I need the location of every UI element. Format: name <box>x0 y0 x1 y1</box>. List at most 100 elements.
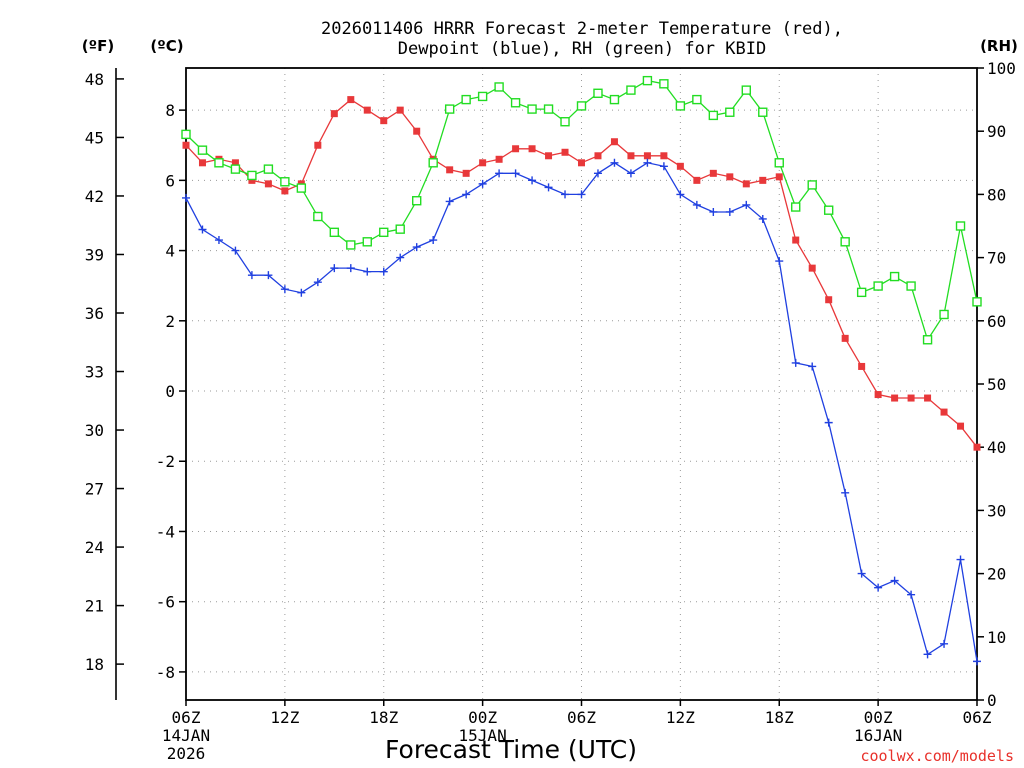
dewpoint-point <box>709 207 718 216</box>
x-axis-label: Forecast Time (UTC) <box>385 735 637 764</box>
dewpoint-point <box>247 271 256 280</box>
temperature-point <box>314 141 322 149</box>
temperature-point <box>709 169 717 177</box>
temperature-point <box>742 180 750 188</box>
rh-point <box>214 158 224 168</box>
x-tick-label: 18Z <box>765 708 794 727</box>
celsius-tick-label: 2 <box>165 312 175 331</box>
temperature-point <box>660 152 668 160</box>
rh-point <box>181 129 191 140</box>
title: 2026011406 HRRR Forecast 2-meter Tempera… <box>321 19 843 59</box>
temperature-point <box>182 141 190 149</box>
x-tick-label: 18Z <box>369 708 398 727</box>
dewpoint-point <box>363 267 372 276</box>
celsius-unit-label: (ºC) <box>150 37 183 55</box>
rh-point <box>972 297 982 307</box>
axes <box>115 67 984 706</box>
rh-point <box>856 287 867 298</box>
rh-point <box>955 221 966 231</box>
rh-point <box>840 237 850 247</box>
dewpoint-point <box>429 236 438 245</box>
celsius-tick-label: -8 <box>156 663 175 682</box>
dewpoint-point <box>231 246 240 255</box>
dewpoint-point <box>775 257 784 266</box>
dewpoint-point <box>758 214 767 223</box>
rh-point <box>461 94 471 105</box>
rh-line <box>185 79 978 342</box>
temperature-point <box>940 408 948 416</box>
dewpoint-point <box>857 569 866 578</box>
dewpoint-point <box>182 193 190 202</box>
rh-tick-label: 20 <box>987 565 1006 584</box>
celsius-tick-label: 0 <box>165 382 175 401</box>
temperature-point <box>841 334 849 342</box>
dewpoint-point <box>725 207 734 216</box>
rh-point <box>922 335 933 345</box>
temperature-point <box>462 169 470 177</box>
rh-point <box>313 211 323 222</box>
dewpoint-point <box>692 200 701 209</box>
rh-point <box>444 104 455 114</box>
rh-point <box>494 82 504 92</box>
x-tick-sublabel: 2026 <box>167 744 206 763</box>
x-tick-sublabel: 16JAN <box>854 726 902 745</box>
rh-tick-label: 60 <box>987 312 1006 331</box>
rh-point <box>477 91 488 102</box>
dewpoint-point <box>808 362 817 371</box>
dewpoint-series <box>182 158 981 666</box>
dewpoint-point <box>973 657 981 666</box>
temperature-point <box>874 391 882 399</box>
dewpoint-point <box>264 271 273 280</box>
temperature-point <box>858 362 866 370</box>
fahrenheit-tick-label: 30 <box>85 421 104 440</box>
temperature-point <box>528 145 536 153</box>
temperature-point <box>396 106 404 114</box>
dewpoint-point <box>643 158 652 167</box>
rh-series <box>181 75 982 345</box>
x-tick-sublabel: 15JAN <box>459 726 507 745</box>
temperature-point <box>248 176 256 184</box>
rh-point <box>197 145 208 155</box>
temperature-point <box>545 152 553 160</box>
x-tick-label: 12Z <box>270 708 299 727</box>
x-tick-sublabel: 14JAN <box>162 726 210 745</box>
dewpoint-point <box>280 285 289 294</box>
rh-point <box>395 224 405 234</box>
dewpoint-point <box>561 190 570 199</box>
temperature-point <box>825 296 833 304</box>
plot-frame <box>185 67 978 701</box>
data-series <box>181 75 982 666</box>
x-tick-label: 06Z <box>172 708 201 727</box>
dewpoint-point <box>396 253 405 262</box>
rh-point <box>873 281 883 291</box>
temperature-point <box>973 443 981 451</box>
rh-point <box>280 177 290 187</box>
rh-point <box>329 227 340 238</box>
rh-point <box>939 309 949 320</box>
rh-point <box>412 196 422 206</box>
temperature-point <box>198 159 206 167</box>
fahrenheit-tick-label: 36 <box>85 304 104 323</box>
temperature-point <box>792 236 800 244</box>
temperature-point <box>495 155 503 163</box>
rh-point <box>609 94 620 105</box>
dewpoint-point <box>626 169 635 178</box>
temperature-point <box>808 264 816 272</box>
dewpoint-point <box>659 162 668 171</box>
dewpoint-point <box>676 190 685 199</box>
dewpoint-point <box>907 590 916 599</box>
x-tick-label: 00Z <box>864 708 893 727</box>
celsius-tick-label: 8 <box>165 101 175 120</box>
rh-point <box>560 117 570 127</box>
temperature-point <box>693 176 701 184</box>
fahrenheit-tick-label: 21 <box>85 597 104 616</box>
rh-tick-label: 80 <box>987 185 1006 204</box>
temperature-point <box>231 159 239 167</box>
dewpoint-point <box>214 236 223 245</box>
temperature-point <box>479 159 487 167</box>
temperature-point <box>759 176 767 184</box>
rh-tick-label: 30 <box>987 501 1006 520</box>
temperature-point <box>594 152 602 160</box>
dewpoint-point <box>956 555 965 564</box>
temperature-point <box>330 110 338 118</box>
